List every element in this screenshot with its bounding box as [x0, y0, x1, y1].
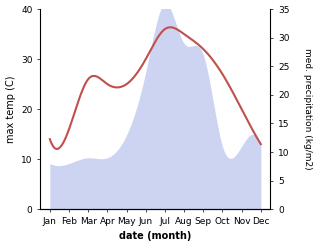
Y-axis label: med. precipitation (kg/m2): med. precipitation (kg/m2): [303, 48, 313, 170]
X-axis label: date (month): date (month): [119, 231, 191, 242]
Y-axis label: max temp (C): max temp (C): [5, 75, 16, 143]
